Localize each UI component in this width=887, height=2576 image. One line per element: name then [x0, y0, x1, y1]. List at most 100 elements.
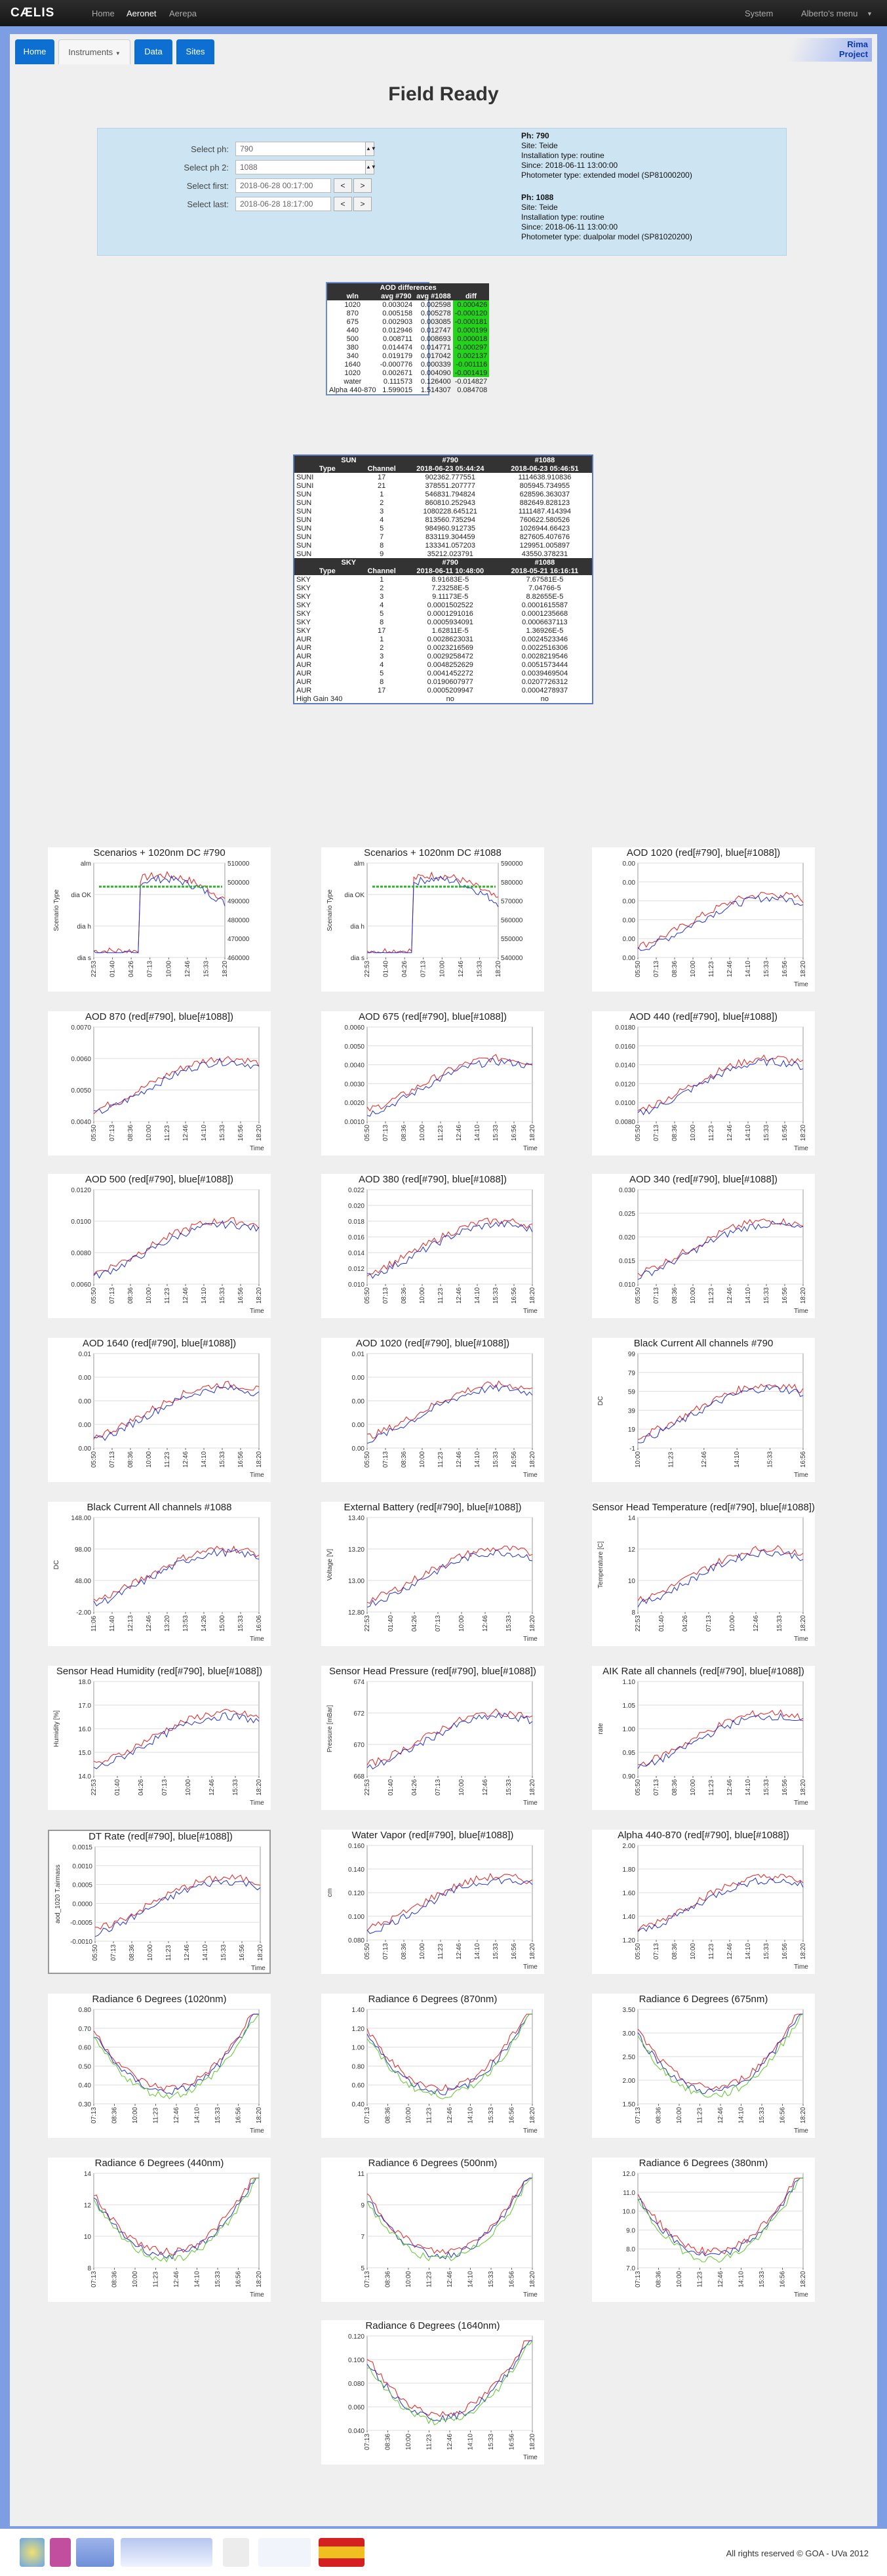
table-cell: SKY: [296, 584, 311, 592]
x-tick-label: 12:46: [726, 1125, 734, 1141]
y-tick-label: 0.0040: [344, 1062, 365, 1070]
table-row: 440 0.012946 0.012747 0.000199: [327, 326, 490, 334]
series-line: [637, 1545, 804, 1603]
x-tick-label: 14:10: [745, 1779, 752, 1796]
table-row: SKY 3 9.11173E-5 8.82655E-5: [294, 592, 592, 601]
y-tick-label: 0.80: [352, 2063, 365, 2070]
y-tick-label: 8.0: [626, 2246, 635, 2253]
plot-area: [366, 1517, 533, 1613]
table-header-cell: Type: [294, 567, 361, 575]
x-tick-label: 10:00: [185, 1779, 192, 1796]
tab-instruments-label: Instruments: [68, 47, 113, 57]
table-cell: 0.012946: [382, 326, 413, 334]
nav-system[interactable]: System: [745, 9, 774, 18]
table-cell: AUR: [296, 686, 312, 694]
tab-data[interactable]: Data: [134, 39, 172, 64]
x-axis-label: Time: [523, 2454, 538, 2461]
x-tick-label: 05:50: [364, 1287, 371, 1304]
y-axis-label: Pressure [mBar]: [326, 1705, 334, 1752]
y-tick-label: 0.0030: [344, 1081, 365, 1088]
x-tick-label: 16:56: [237, 1125, 245, 1141]
table-cell: 2: [380, 584, 384, 592]
y-tick-label: 672: [353, 1710, 365, 1718]
table-row: 870 0.005158 0.005278 -0.000120: [327, 309, 490, 317]
table-cell: 0.0190607977: [427, 677, 473, 686]
series-line: [93, 2013, 260, 2099]
x-axis-label: Time: [523, 2127, 538, 2135]
aod-header-cell: avg #790: [378, 292, 415, 300]
x-tick-label: 12:46: [482, 1615, 489, 1632]
x-tick-label: 01:40: [658, 1615, 665, 1632]
table-cell: 1020: [344, 369, 361, 377]
y-tick-label: 0.00: [623, 898, 636, 906]
x-tick-label: 05:50: [635, 1125, 642, 1141]
first-date-input[interactable]: 2018-06-28 00:17:00: [235, 178, 331, 193]
x-tick-label: 14:10: [474, 1943, 481, 1960]
y-tick-label: 0.0100: [615, 1100, 635, 1107]
last-date-input[interactable]: 2018-06-28 18:17:00: [235, 197, 331, 211]
x-tick-label: 10:00: [458, 1779, 465, 1796]
x-tick-label: 11:40: [109, 1615, 116, 1632]
tab-home[interactable]: Home: [15, 39, 54, 64]
table-cell: 1.514307: [420, 386, 451, 394]
nav-aerepa[interactable]: Aerepa: [169, 9, 197, 18]
x-axis-label: Time: [794, 1308, 808, 1315]
y-tick-label: 148.00: [71, 1515, 91, 1522]
tab-sites[interactable]: Sites: [176, 39, 214, 64]
plot-area: [93, 2009, 260, 2104]
y-tick-label: 0.00: [352, 1445, 365, 1453]
y-axis-label: Humidity [%]: [53, 1710, 60, 1747]
ph2-select[interactable]: 1088: [235, 160, 374, 174]
ph-select-arrow-icon[interactable]: ▲▼: [365, 142, 376, 156]
table-cell: 43550.378231: [521, 550, 568, 558]
last-prev-button[interactable]: <: [334, 197, 352, 211]
table-cell: 8: [380, 541, 384, 550]
ph-select[interactable]: 790: [235, 142, 374, 156]
x-tick-label: 15:33: [492, 1943, 500, 1960]
nav-home[interactable]: Home: [92, 9, 115, 18]
last-next-button[interactable]: >: [353, 197, 372, 211]
tab-instruments[interactable]: Instruments ▼: [58, 39, 130, 64]
x-tick-label: 10:00: [419, 1287, 426, 1304]
x-tick-label: 01:40: [383, 961, 390, 977]
first-prev-button[interactable]: <: [334, 178, 352, 193]
x-tick-label: 07:13: [635, 2271, 642, 2287]
y-tick-label: 1.60: [623, 1890, 636, 1897]
nav-aeronet[interactable]: Aeronet: [127, 9, 157, 18]
x-tick-label: 08:36: [671, 1287, 679, 1304]
y-tick-label: 14.0: [79, 1773, 92, 1781]
table-cell: 8.91683E-5: [431, 575, 469, 584]
plot-area: [637, 1026, 804, 1122]
chevron-down-icon[interactable]: ▼: [867, 10, 873, 17]
x-tick-label: 08:36: [127, 1287, 134, 1304]
x-tick-label: 11:23: [164, 1125, 171, 1141]
table-row: SUNI 17 902362.777551 1114638.910836: [294, 473, 592, 481]
ph2-select-arrow-icon[interactable]: ▲▼: [365, 160, 376, 174]
series-line: [93, 1217, 260, 1275]
x-tick-label: 07:13: [109, 1287, 116, 1304]
x-tick-label: 14:10: [474, 1451, 481, 1468]
y-tick-label: 0.00: [79, 1445, 92, 1453]
nav-user-menu[interactable]: Alberto's menu: [801, 9, 858, 18]
first-next-button[interactable]: >: [353, 178, 372, 193]
x-tick-label: 12:46: [446, 2107, 454, 2123]
table-header-cell: #1088: [497, 558, 592, 567]
brand-logo[interactable]: CÆLIS: [10, 6, 55, 20]
y-tick-label: 0.0040: [71, 1119, 91, 1126]
chart-title: Radiance 6 Degrees (1640nm): [365, 2320, 500, 2331]
series-line: [366, 1220, 533, 1279]
table-row: 380 0.014474 0.014771 -0.000297: [327, 343, 490, 352]
x-tick-label: 07:13: [147, 961, 154, 977]
page-title: Field Ready: [388, 83, 499, 105]
y2-tick-label: 580000: [501, 879, 523, 887]
eu-logo: [223, 2538, 249, 2567]
table-cell: 1: [380, 635, 384, 643]
x-tick-label: 15:33: [488, 2271, 495, 2287]
y-tick-label: 99: [628, 1351, 636, 1358]
y-tick-label: -0.0010: [70, 1939, 92, 1946]
chart-svg: alm dia OK dia h dia s 510000 500000 490000 480…: [53, 860, 250, 977]
table-cell: 0.0001291016: [427, 609, 473, 618]
x-tick-label: 08:36: [111, 2271, 119, 2287]
x-tick-label: 18:20: [256, 2271, 263, 2287]
table-row: SUN 8 133341.057203 129951.005897: [294, 541, 592, 550]
